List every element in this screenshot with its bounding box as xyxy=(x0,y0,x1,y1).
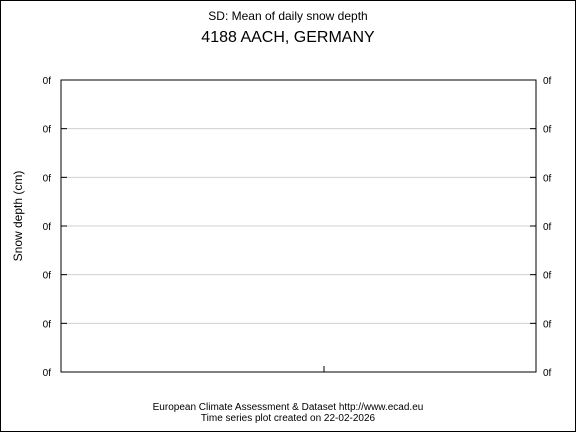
y-tick-label-left: 0f xyxy=(43,319,52,330)
y-tick-label-right: 0f xyxy=(543,222,552,233)
footer-created: Time series plot created on 22-02-2026 xyxy=(201,413,376,424)
chart-title: SD: Mean of daily snow depth xyxy=(208,9,367,23)
y-tick-label-left: 0f xyxy=(43,271,52,282)
y-axis-label: Snow depth (cm) xyxy=(11,171,25,262)
footer-source: European Climate Assessment & Dataset ht… xyxy=(153,402,424,413)
gridlines xyxy=(61,128,536,324)
y-tick-label-right: 0f xyxy=(543,173,552,184)
y-tick-label-left: 0f xyxy=(43,125,52,136)
y-tick-label-left: 0f xyxy=(43,173,52,184)
y-tick-label-right: 0f xyxy=(543,319,552,330)
y-tick-label-right: 0f xyxy=(543,125,552,136)
y-tick-label-right: 0f xyxy=(543,368,552,379)
y-tick-label-right: 0f xyxy=(543,76,552,87)
y-tick-label-left: 0f xyxy=(43,76,52,87)
y-tick-label-left: 0f xyxy=(43,368,52,379)
chart-subtitle: 4188 AACH, GERMANY xyxy=(201,29,375,46)
y-ticks: 0f 0f 0f 0f 0f 0f 0f 0f 0f 0f 0f 0f 0f 0f xyxy=(43,76,552,379)
y-tick-label-left: 0f xyxy=(43,222,52,233)
y-tick-label-right: 0f xyxy=(543,271,552,282)
